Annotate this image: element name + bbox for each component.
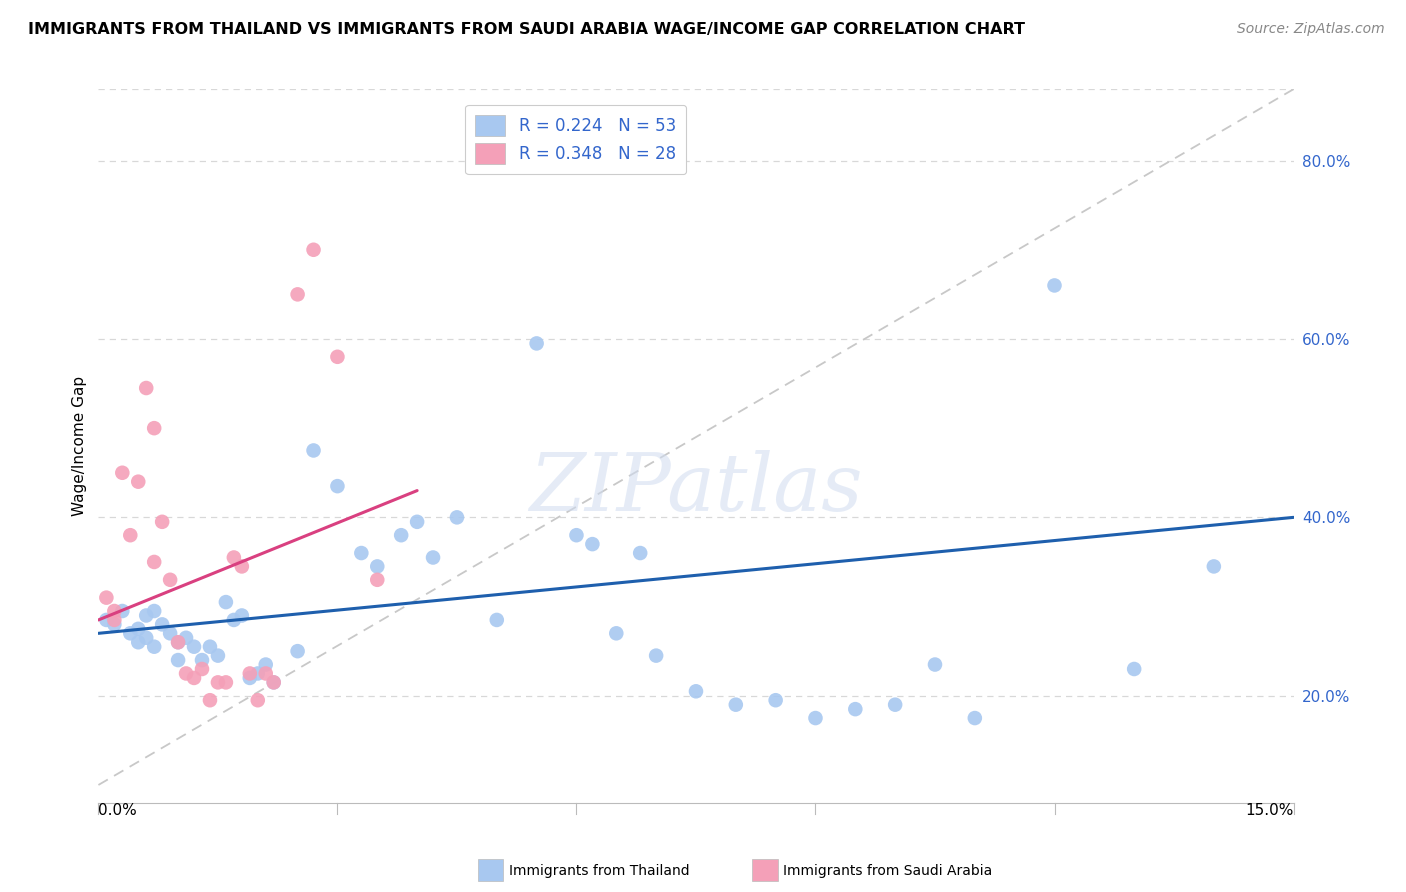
Legend: R = 0.224   N = 53, R = 0.348   N = 28: R = 0.224 N = 53, R = 0.348 N = 28 bbox=[465, 104, 686, 174]
Point bbox=[191, 653, 214, 667]
Point bbox=[167, 635, 190, 649]
Point bbox=[1123, 662, 1146, 676]
Point bbox=[628, 546, 651, 560]
Point bbox=[135, 381, 157, 395]
Point bbox=[174, 631, 197, 645]
Point bbox=[191, 662, 214, 676]
Point bbox=[143, 421, 166, 435]
Text: ZIPatlas: ZIPatlas bbox=[529, 450, 863, 527]
Point bbox=[287, 644, 309, 658]
Point bbox=[111, 604, 134, 618]
Point bbox=[526, 336, 548, 351]
Point bbox=[111, 466, 134, 480]
Point bbox=[135, 608, 157, 623]
Point bbox=[326, 350, 349, 364]
Point bbox=[366, 559, 388, 574]
Point bbox=[350, 546, 373, 560]
Point bbox=[254, 657, 277, 672]
Point bbox=[174, 666, 197, 681]
Point bbox=[96, 591, 118, 605]
Point bbox=[167, 653, 190, 667]
Point bbox=[183, 640, 205, 654]
Point bbox=[246, 693, 269, 707]
Text: 15.0%: 15.0% bbox=[1246, 803, 1294, 818]
Point bbox=[884, 698, 907, 712]
Point bbox=[183, 671, 205, 685]
Point bbox=[143, 555, 166, 569]
Text: Immigrants from Thailand: Immigrants from Thailand bbox=[509, 863, 689, 878]
Point bbox=[263, 675, 285, 690]
Point bbox=[231, 559, 253, 574]
Point bbox=[605, 626, 627, 640]
Point bbox=[127, 622, 149, 636]
Point bbox=[239, 666, 262, 681]
Point bbox=[127, 635, 149, 649]
Point bbox=[685, 684, 707, 698]
Point bbox=[246, 666, 269, 681]
Point bbox=[135, 631, 157, 645]
Point bbox=[263, 675, 285, 690]
Point bbox=[765, 693, 787, 707]
Point bbox=[96, 613, 118, 627]
Point bbox=[215, 675, 238, 690]
Point bbox=[222, 550, 245, 565]
Text: Source: ZipAtlas.com: Source: ZipAtlas.com bbox=[1237, 22, 1385, 37]
Point bbox=[406, 515, 429, 529]
Text: 0.0%: 0.0% bbox=[98, 803, 138, 818]
Point bbox=[198, 640, 221, 654]
Text: Immigrants from Saudi Arabia: Immigrants from Saudi Arabia bbox=[783, 863, 993, 878]
Point bbox=[231, 608, 253, 623]
Point bbox=[159, 573, 181, 587]
Point bbox=[167, 635, 190, 649]
Point bbox=[389, 528, 412, 542]
Point bbox=[120, 528, 142, 542]
Point bbox=[207, 648, 229, 663]
Point bbox=[963, 711, 986, 725]
Y-axis label: Wage/Income Gap: Wage/Income Gap bbox=[72, 376, 87, 516]
Point bbox=[239, 671, 262, 685]
Point bbox=[103, 613, 125, 627]
Point bbox=[150, 515, 173, 529]
Point bbox=[198, 693, 221, 707]
Point bbox=[103, 617, 125, 632]
Point bbox=[302, 243, 325, 257]
Point bbox=[565, 528, 588, 542]
Point bbox=[302, 443, 325, 458]
Point bbox=[1043, 278, 1066, 293]
Point bbox=[207, 675, 229, 690]
Point bbox=[254, 666, 277, 681]
Point bbox=[143, 604, 166, 618]
Point bbox=[645, 648, 668, 663]
Point bbox=[159, 626, 181, 640]
Point bbox=[724, 698, 747, 712]
Point bbox=[215, 595, 238, 609]
Point bbox=[143, 640, 166, 654]
Point bbox=[127, 475, 149, 489]
Text: IMMIGRANTS FROM THAILAND VS IMMIGRANTS FROM SAUDI ARABIA WAGE/INCOME GAP CORRELA: IMMIGRANTS FROM THAILAND VS IMMIGRANTS F… bbox=[28, 22, 1025, 37]
Point bbox=[366, 573, 388, 587]
Point bbox=[287, 287, 309, 301]
Point bbox=[222, 613, 245, 627]
Point bbox=[844, 702, 866, 716]
Point bbox=[485, 613, 508, 627]
Point bbox=[103, 604, 125, 618]
Point bbox=[120, 626, 142, 640]
Point bbox=[150, 617, 173, 632]
Point bbox=[326, 479, 349, 493]
Point bbox=[1202, 559, 1225, 574]
Point bbox=[422, 550, 444, 565]
Point bbox=[446, 510, 468, 524]
Point bbox=[924, 657, 946, 672]
Point bbox=[581, 537, 603, 551]
Point bbox=[804, 711, 827, 725]
